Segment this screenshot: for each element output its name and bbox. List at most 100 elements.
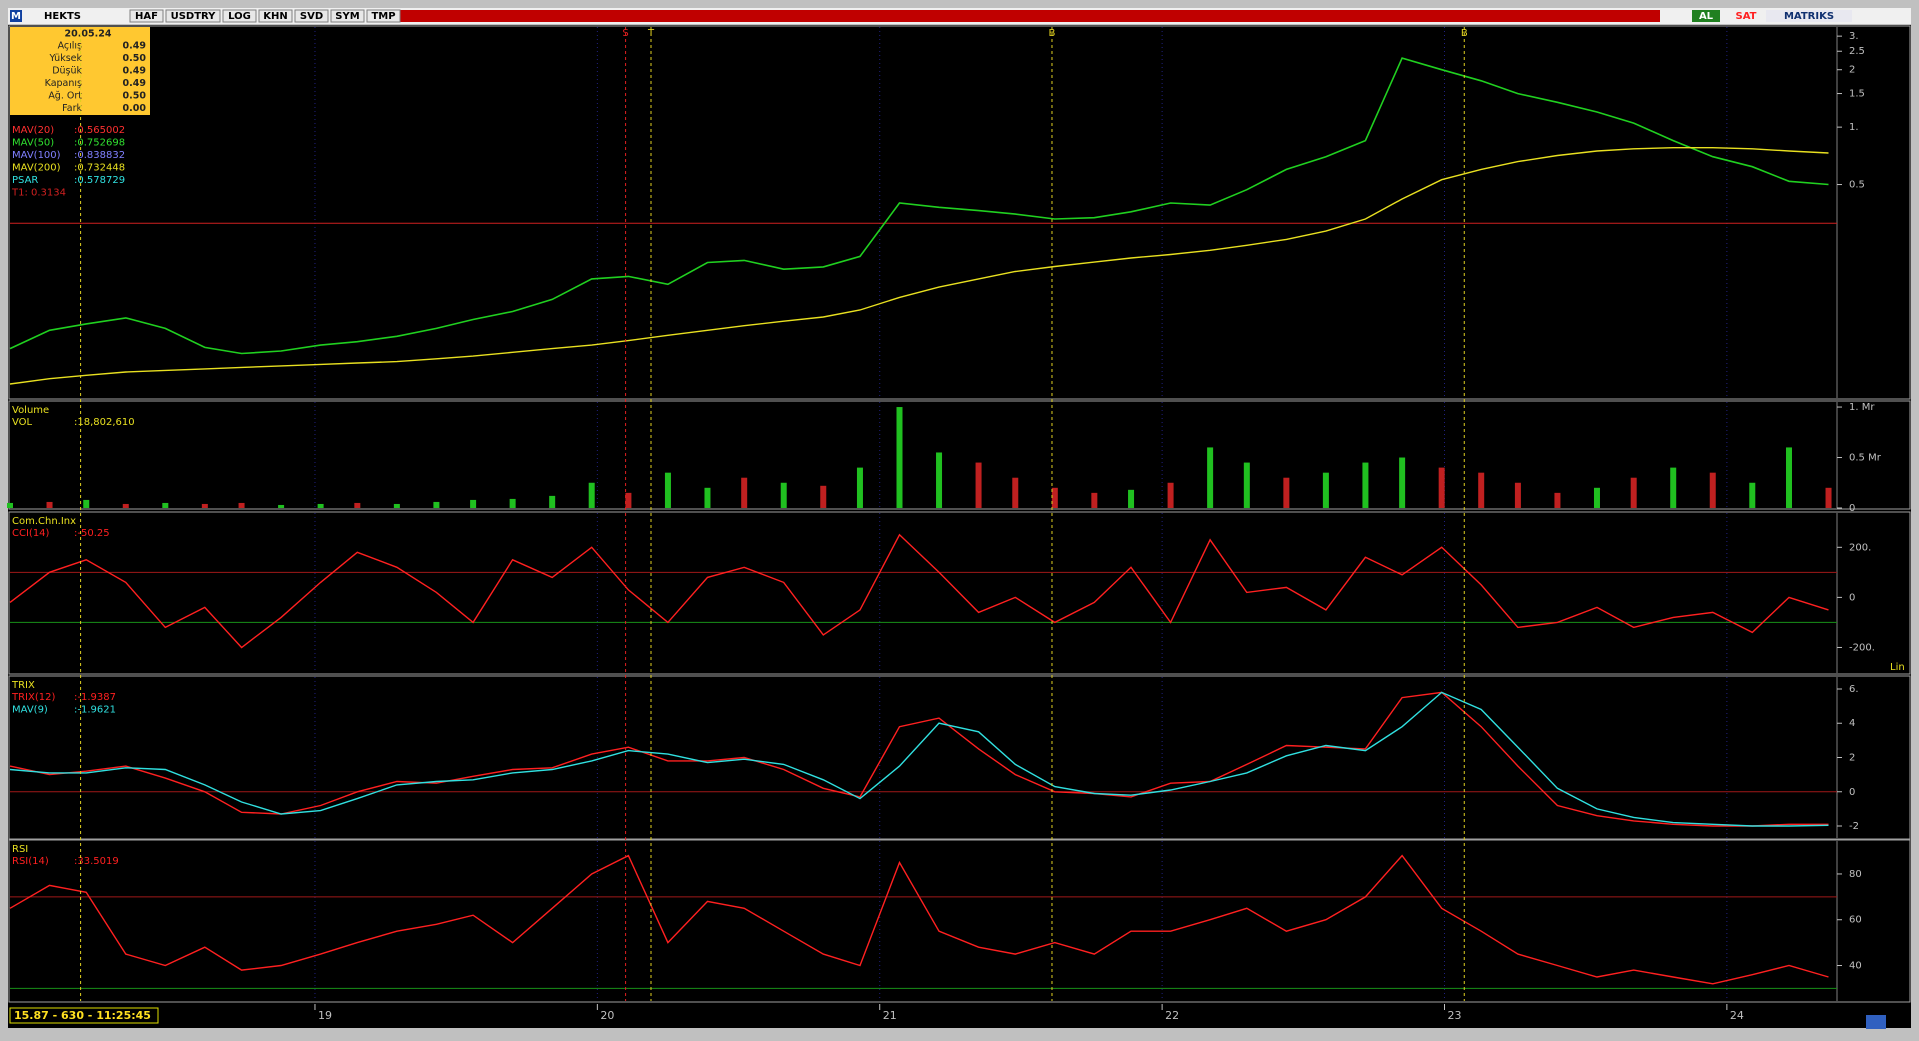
info-label: Düşük	[52, 66, 82, 77]
toolbar-button[interactable]: LOG	[228, 11, 251, 22]
y-tick-label: 0	[1849, 787, 1855, 798]
volume-bar	[588, 482, 595, 508]
x-tick-label: 23	[1447, 1009, 1461, 1022]
volume-bar	[1478, 472, 1485, 508]
y-tick-label: 40	[1849, 961, 1862, 972]
volume-bar	[936, 452, 943, 508]
toolbar-button[interactable]: SVD	[300, 11, 323, 22]
y-tick-label: 0	[1849, 503, 1855, 514]
series-line	[9, 854, 1829, 985]
info-value: 0.49	[123, 66, 146, 77]
toolbar-strip	[390, 10, 1660, 22]
toolbar-button[interactable]: TMP	[371, 11, 395, 22]
panel-title: Volume	[12, 405, 49, 416]
series-line	[9, 691, 1829, 827]
info-box	[10, 27, 150, 115]
x-tick-label: 22	[1165, 1009, 1179, 1022]
info-label: Kapanış	[45, 78, 82, 89]
volume-bar	[393, 503, 400, 508]
symbol[interactable]: HEKTS	[44, 11, 81, 22]
y-tick-label: 2	[1849, 753, 1855, 764]
toolbar-button[interactable]: KHN	[263, 11, 288, 22]
legend-value: :-50.25	[74, 528, 110, 539]
y-tick-label: 0.5	[1849, 180, 1865, 191]
y-tick-label: 200.	[1849, 542, 1871, 553]
y-tick-label: 6.	[1849, 684, 1859, 695]
buy-button[interactable]: AL	[1699, 11, 1714, 22]
buy-button-bg	[1692, 10, 1720, 22]
panel-frame	[8, 675, 1911, 840]
legend-name: MAV(9)	[12, 705, 48, 716]
volume-bar	[1167, 482, 1174, 508]
toolbar-button[interactable]: USDTRY	[171, 11, 217, 22]
logo: M	[11, 11, 21, 22]
chart-area	[8, 25, 1911, 1028]
volume-bar	[741, 477, 748, 508]
info-label: Açılış	[58, 41, 82, 52]
panel-title: Com.Chn.Inx	[12, 516, 76, 527]
legend-value: :0.732448	[74, 163, 125, 174]
volume-bar	[7, 502, 13, 508]
scale-label: Lin	[1890, 662, 1905, 673]
volume-bar	[1554, 492, 1561, 508]
volume-bar	[1243, 462, 1250, 508]
series-line	[9, 691, 1829, 827]
toolbar-button[interactable]: HAF	[135, 11, 158, 22]
volume-bar	[354, 502, 361, 508]
volume-bar	[1785, 447, 1792, 508]
volume-bar	[162, 502, 169, 508]
volume-bar	[625, 492, 632, 508]
legend-value: :0.578729	[74, 175, 125, 186]
y-tick-label: 1. Mr	[1849, 402, 1875, 413]
legend-value: :-1.9387	[74, 692, 116, 703]
toolbar-button-bg	[129, 9, 164, 23]
toolbar-button-bg	[258, 9, 293, 23]
volume-bar	[1825, 487, 1832, 508]
info-value: 0.49	[123, 41, 146, 52]
legend-name: RSI(14)	[12, 856, 49, 867]
signal-label: T	[647, 28, 655, 39]
series-line	[9, 533, 1829, 649]
status-box	[9, 1007, 159, 1024]
volume-bar	[1128, 489, 1135, 508]
x-tick-label: 19	[318, 1009, 332, 1022]
panel-frame	[8, 400, 1911, 510]
x-tick-label: 21	[883, 1009, 897, 1022]
x-tick-label: 20	[600, 1009, 614, 1022]
legend-name: PSAR	[12, 175, 38, 186]
toolbar-button-bg	[366, 9, 401, 23]
volume-bar	[1207, 447, 1214, 508]
y-tick-label: -200.	[1849, 642, 1875, 653]
info-value: 0.50	[123, 53, 147, 64]
x-tick-label: 24	[1730, 1009, 1744, 1022]
panel-frame	[8, 839, 1911, 1003]
y-tick-label: 2.5	[1849, 46, 1865, 57]
toolbar-button[interactable]: SYM	[335, 11, 359, 22]
volume-bar	[238, 502, 245, 508]
status-text: 15.87 - 630 - 11:25:45	[14, 1009, 151, 1022]
y-tick-label: 60	[1849, 915, 1862, 926]
y-tick-label: 1.5	[1849, 89, 1865, 100]
volume-bar	[856, 467, 863, 508]
legend-value: :0.838832	[74, 150, 125, 161]
volume-bar	[549, 495, 556, 508]
info-value: 0.49	[123, 78, 146, 89]
signal-label: B	[1049, 28, 1056, 39]
panel-frame	[8, 511, 1911, 675]
volume-bar	[1091, 492, 1098, 508]
volume-bar	[433, 501, 440, 508]
volume-bar	[1670, 467, 1677, 508]
panel-frame	[8, 25, 1911, 400]
volume-bar	[896, 407, 903, 508]
sell-button[interactable]: SAT	[1736, 11, 1757, 22]
legend-name: CCI(14)	[12, 528, 50, 539]
volume-bar	[1514, 482, 1521, 508]
legend-value: :0.565002	[74, 125, 125, 136]
volume-bar	[470, 499, 477, 508]
info-label: Ağ. Ort	[48, 91, 82, 102]
legend-value: :-1.9621	[74, 705, 116, 716]
corner-icon[interactable]	[1866, 1015, 1886, 1029]
volume-bar	[1399, 457, 1406, 508]
legend-name: MAV(200)	[12, 163, 61, 174]
